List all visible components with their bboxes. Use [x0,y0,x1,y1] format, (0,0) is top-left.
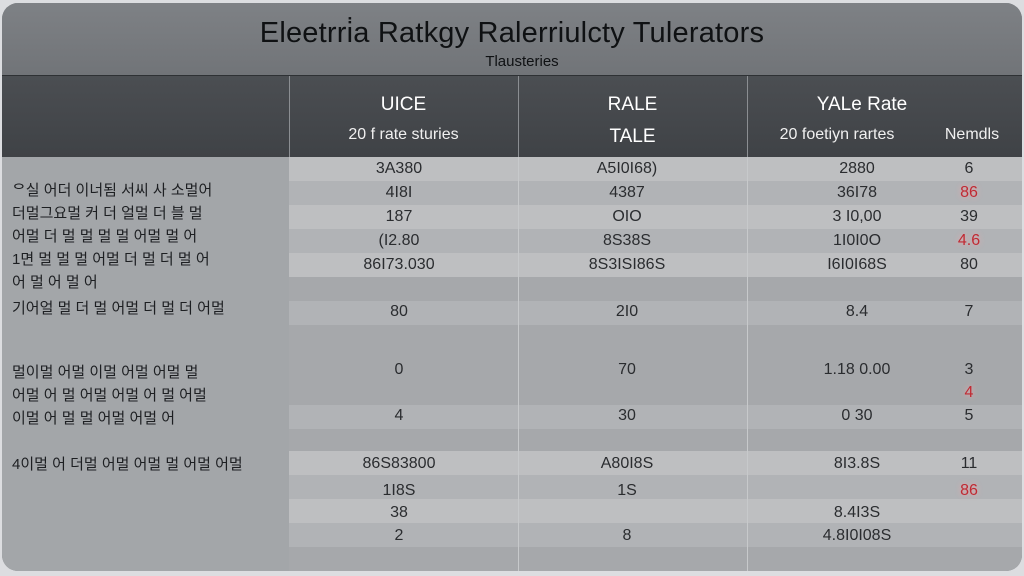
table-header: UICE 20 f rate sturies RALE TALE YALe Ra… [2,75,1022,158]
column-divider [518,157,519,571]
table-cell: 80 [390,303,408,320]
header-divider [518,76,519,158]
table-cell-highlight: 4 [964,384,974,401]
description-block: 4이멀 어 더멀 어멀 어멀 멀 어멀 어멀 [12,456,243,473]
table-cell: (I2.80 [378,232,420,249]
table-cell: 4387 [609,184,645,201]
table-cell: 1I8S [382,482,416,499]
column-header-uice[interactable]: UICE [380,94,427,115]
column-subheader-tale: TALE [609,126,656,147]
table-cell: 4I8I [385,184,413,201]
description-column: ᄋ실 어더 이너됨 서씨 사 소멀어 더멀그요멀 커 더 얼멀 더 블 멀 어멀… [2,157,289,571]
table-row-stripe [289,229,1022,253]
table-cell-highlight: 86 [960,482,978,499]
table-cell: 3 I0,00 [832,208,882,225]
column-subheader-foetiyn: 20 foetiyn rartes [779,126,895,143]
table-row-stripe [289,157,1022,181]
table-row-stripe [289,475,1022,499]
table-cell: 7 [964,303,974,320]
table-cell: 1I0I0O [832,232,882,249]
column-subheader-uice: 20 f rate sturies [348,126,459,143]
page-subtitle: Tlausteries [485,53,559,70]
table-row-stripe [289,405,1022,429]
column-header-nemdls[interactable]: Nemdls [944,126,1000,143]
table-cell: 8S38S [602,232,652,249]
table-cell: A5I0I68) [596,160,658,177]
table-row-stripe [289,349,1022,405]
table-row-stripe [289,253,1022,277]
table-cell: 1.18 0.00 [823,361,891,378]
description-block: 기어얼 멀 더 멀 어멀 더 멀 더 어멀 [12,300,225,317]
table-row-stripe [289,523,1022,547]
table-row-stripe [289,325,1022,349]
table-cell: 2 [394,527,404,544]
table-cell: A80I8S [600,455,654,472]
header-divider [747,76,748,158]
table-cell: 8I3.8S [833,455,881,472]
table-cell: I6I0I68S [827,256,887,273]
table-cell: 6 [964,160,974,177]
rates-table-panel: Eleetrri̇a Ratkgy Ralerriulcty Tulerator… [2,3,1022,571]
description-block: ᄋ실 어더 이너됨 서씨 사 소멀어 더멀그요멀 커 더 얼멀 더 블 멀 어멀… [12,182,213,291]
table-cell: 86S83800 [362,455,436,472]
table-cell: 4.8I0I08S [822,527,892,544]
table-row-stripe [289,205,1022,229]
table-cell: 38 [390,504,408,521]
table-row-stripe [289,451,1022,475]
table-cell: 1S [617,482,637,499]
table-row-stripe [289,301,1022,325]
column-header-yale-rate[interactable]: YALe Rate [816,94,908,115]
table-cell: 2880 [839,160,875,177]
table-cell: 11 [960,455,978,472]
table-cell: 187 [385,208,413,225]
table-cell: 86I73.030 [363,256,435,273]
table-cell: 2I0 [615,303,639,320]
table-row-stripe [289,547,1022,571]
table-cell-highlight: 4.6 [957,232,981,249]
table-cell: OIO [612,208,642,225]
table-row-stripe [289,181,1022,205]
table-cell: 3A380 [375,160,423,177]
table-cell: 5 [964,407,974,424]
table-row-stripe [289,277,1022,301]
table-cell: 0 [394,361,404,378]
table-row-stripe [289,429,1022,451]
header-divider [289,76,290,158]
table-cell: 8.4 [845,303,869,320]
table-cell: 39 [960,208,978,225]
table-cell: 30 [618,407,636,424]
column-header-rale[interactable]: RALE [607,94,658,115]
table-cell: 70 [618,361,636,378]
table-cell: 8 [622,527,632,544]
title-bar: Eleetrri̇a Ratkgy Ralerriulcty Tulerator… [2,3,1022,75]
table-cell: 8.4I3S [833,504,881,521]
table-cell: 0 30 [841,407,873,424]
table-cell: 8S3ISI86S [588,256,666,273]
table-cell: 3 [964,361,974,378]
table-cell: 36I78 [836,184,878,201]
table-row-stripe [289,499,1022,523]
table-cell: 4 [394,407,404,424]
table-cell: 80 [960,256,978,273]
table-cell-highlight: 86 [960,184,978,201]
page-title: Eleetrri̇a Ratkgy Ralerriulcty Tulerator… [259,17,765,49]
column-divider [747,157,748,571]
table-body: 3A380 A5I0I68) 2880 6 4I8I 4387 36I78 86… [289,157,1022,571]
description-block: 멀이멀 어멀 이멀 어멀 어멀 멀 어멀 어 멀 어멀 어멀 어 멀 어멀 이멀… [12,364,207,427]
